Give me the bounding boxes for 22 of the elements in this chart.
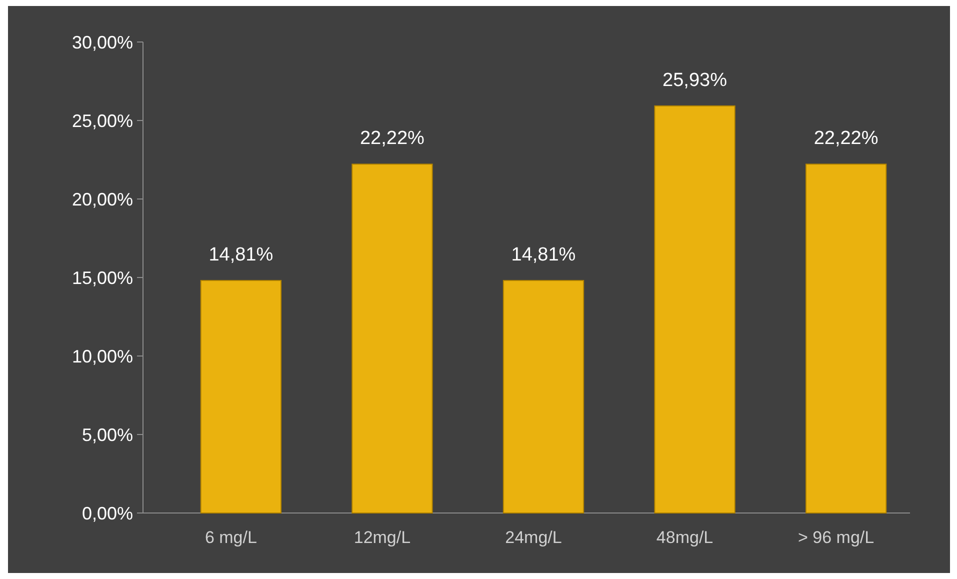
y-tick-label: 20,00% [72, 189, 133, 210]
y-tick-label: 30,00% [72, 32, 133, 52]
data-label: 22,22% [360, 128, 425, 150]
x-tick-label: > 96 mg/L [798, 528, 874, 547]
x-tick-label: 6 mg/L [204, 528, 257, 547]
y-tick-label: 5,00% [82, 424, 133, 445]
y-tick-label: 15,00% [72, 268, 133, 288]
data-label: 22,22% [814, 128, 878, 150]
y-tick-label: 0,00% [82, 503, 133, 524]
x-tick-label: 12mg/L [354, 528, 411, 547]
x-tick-label: 24mg/L [505, 528, 562, 547]
bar [200, 280, 282, 514]
data-label: 14,81% [208, 244, 274, 266]
y-tick-label: 10,00% [72, 346, 133, 366]
bar [352, 164, 433, 514]
bar [805, 164, 887, 514]
bar [502, 280, 584, 514]
y-tick-label: 25,00% [72, 110, 133, 131]
x-tick-label: 48mg/L [656, 528, 714, 547]
data-label: 25,93% [662, 70, 728, 91]
data-label: 14,81% [511, 244, 576, 266]
bar [654, 105, 736, 514]
